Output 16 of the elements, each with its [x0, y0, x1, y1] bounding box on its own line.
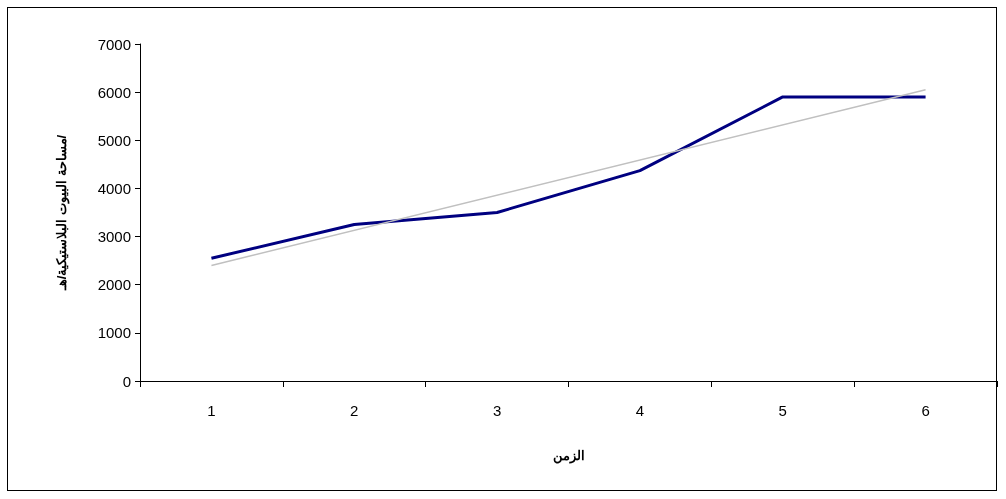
x-axis-title: الزمن	[552, 448, 585, 464]
y-axis-title: مساحة البيوت البلاستيكية/هـ/	[54, 134, 70, 292]
x-tick-label: 6	[921, 402, 930, 419]
y-tick-label: 3000	[97, 228, 131, 246]
y-tick-label: 0	[122, 372, 131, 390]
y-tick-label: 5000	[97, 131, 131, 149]
x-tick-label: 1	[207, 402, 216, 419]
y-tick-label: 7000	[97, 35, 131, 53]
x-tick-label: 2	[350, 402, 359, 419]
y-tick-label: 2000	[97, 276, 131, 294]
y-tick-label: 1000	[97, 324, 131, 342]
y-tick-label: 6000	[97, 83, 131, 101]
x-tick-label: 3	[492, 402, 502, 419]
x-tick-label: 5	[778, 402, 787, 419]
y-tick-label: 4000	[97, 179, 131, 197]
x-tick-label: 4	[635, 402, 645, 419]
